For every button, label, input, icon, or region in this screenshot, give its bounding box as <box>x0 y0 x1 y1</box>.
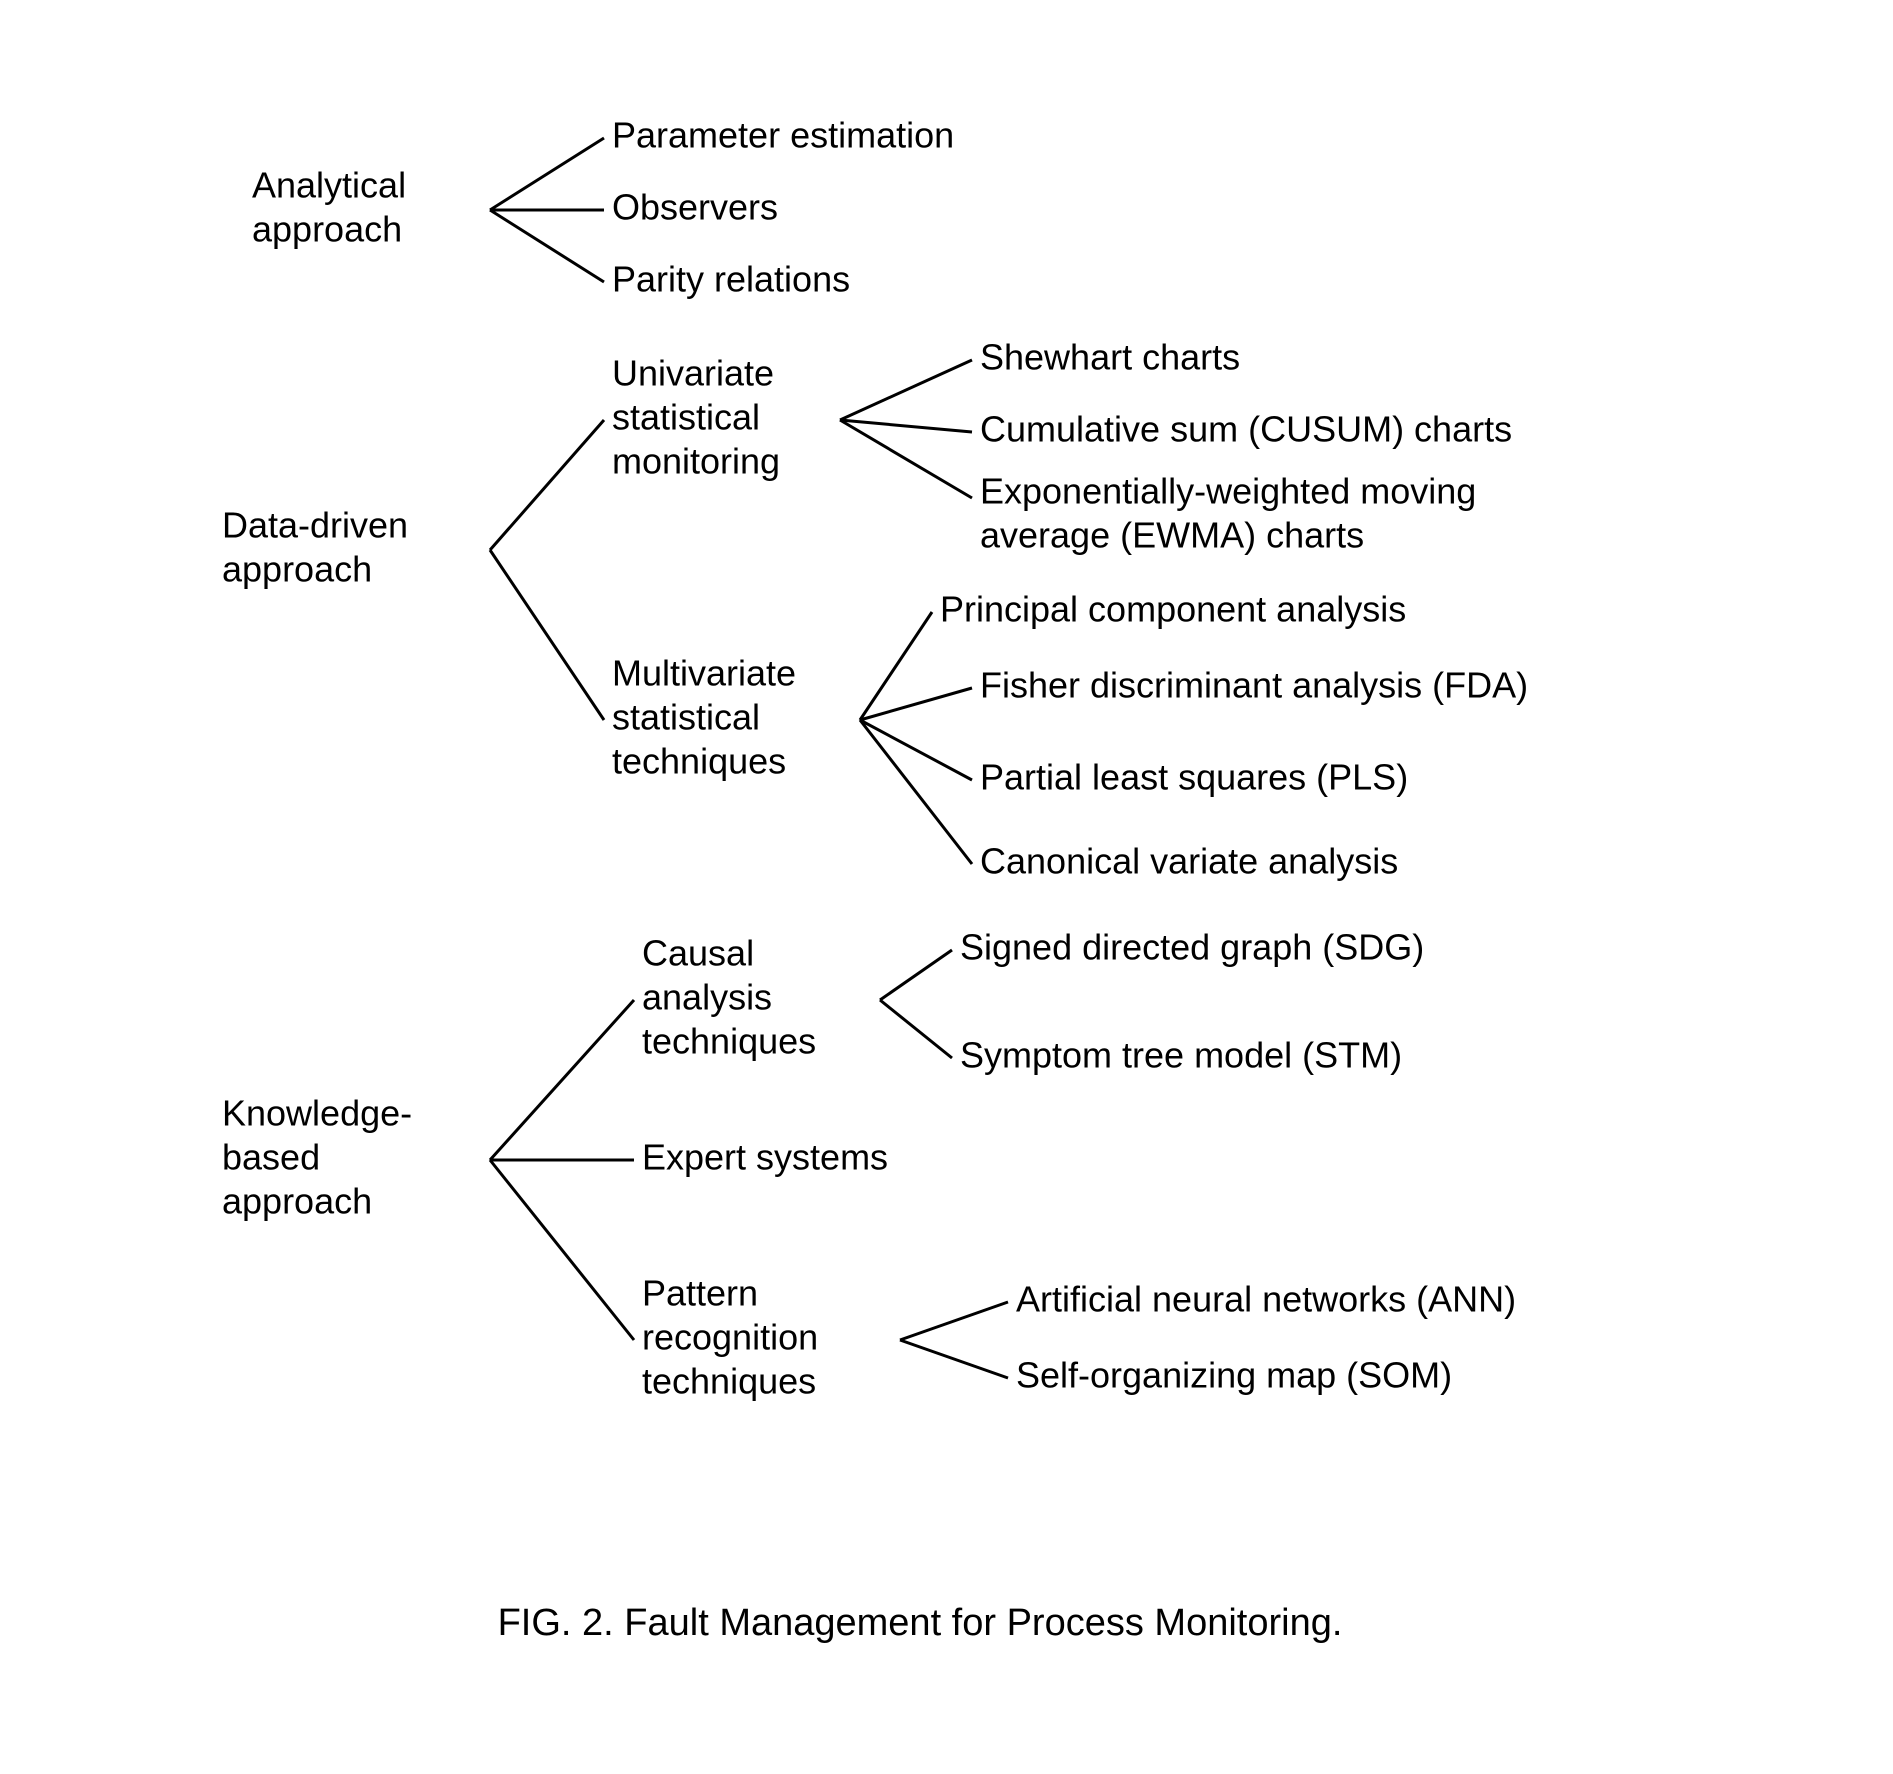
node-pca-line-0: Principal component analysis <box>940 589 1406 630</box>
edge-knowledge-pattern <box>490 1160 634 1340</box>
node-observers-line-0: Observers <box>612 187 778 228</box>
edge-multivariate-pls <box>860 720 972 780</box>
node-multivariate: Multivariatestatisticaltechniques <box>612 653 796 782</box>
node-causal-line-0: Causal <box>642 933 754 974</box>
node-cva: Canonical variate analysis <box>980 841 1398 882</box>
node-pattern-line-0: Pattern <box>642 1273 758 1314</box>
node-univariate-line-1: statistical <box>612 397 760 438</box>
node-univariate-line-0: Univariate <box>612 353 774 394</box>
node-univariate-line-2: monitoring <box>612 441 780 482</box>
node-shewhart-line-0: Shewhart charts <box>980 337 1240 378</box>
node-data_driven: Data-drivenapproach <box>222 505 408 590</box>
node-stm: Symptom tree model (STM) <box>960 1035 1402 1076</box>
node-expert-line-0: Expert systems <box>642 1137 888 1178</box>
node-univariate: Univariatestatisticalmonitoring <box>612 353 780 482</box>
node-multivariate-line-1: statistical <box>612 697 760 738</box>
node-knowledge-line-0: Knowledge- <box>222 1093 412 1134</box>
node-sdg-line-0: Signed directed graph (SDG) <box>960 927 1424 968</box>
node-knowledge-line-1: based <box>222 1137 320 1178</box>
node-causal: Causalanalysistechniques <box>642 933 816 1062</box>
nodes-layer: AnalyticalapproachParameter estimationOb… <box>222 115 1528 1402</box>
node-knowledge-line-2: approach <box>222 1181 372 1222</box>
node-ewma-line-1: average (EWMA) charts <box>980 515 1364 556</box>
node-parity: Parity relations <box>612 259 850 300</box>
fault-management-tree-diagram: AnalyticalapproachParameter estimationOb… <box>0 0 1893 1774</box>
node-analytical-line-0: Analytical <box>252 165 406 206</box>
node-ewma: Exponentially-weighted movingaverage (EW… <box>980 471 1476 556</box>
node-fda-line-0: Fisher discriminant analysis (FDA) <box>980 665 1528 706</box>
node-stm-line-0: Symptom tree model (STM) <box>960 1035 1402 1076</box>
edge-causal-stm <box>880 1000 952 1058</box>
figure-caption: FIG. 2. Fault Management for Process Mon… <box>498 1602 1343 1644</box>
node-cva-line-0: Canonical variate analysis <box>980 841 1398 882</box>
node-causal-line-2: techniques <box>642 1021 816 1062</box>
node-knowledge: Knowledge-basedapproach <box>222 1093 412 1222</box>
node-observers: Observers <box>612 187 778 228</box>
edge-knowledge-causal <box>490 1000 634 1160</box>
node-som-line-0: Self-organizing map (SOM) <box>1016 1355 1452 1396</box>
edge-pattern-som <box>900 1340 1008 1378</box>
node-cusum-line-0: Cumulative sum (CUSUM) charts <box>980 409 1512 450</box>
node-fda: Fisher discriminant analysis (FDA) <box>980 665 1528 706</box>
node-multivariate-line-0: Multivariate <box>612 653 796 694</box>
edge-pattern-ann <box>900 1302 1008 1340</box>
edge-multivariate-cva <box>860 720 972 864</box>
node-data_driven-line-0: Data-driven <box>222 505 408 546</box>
edge-causal-sdg <box>880 950 952 1000</box>
node-sdg: Signed directed graph (SDG) <box>960 927 1424 968</box>
node-pattern-line-1: recognition <box>642 1317 818 1358</box>
edge-analytical-param_est <box>490 138 604 210</box>
node-pls-line-0: Partial least squares (PLS) <box>980 757 1408 798</box>
edge-data_driven-univariate <box>490 420 604 550</box>
node-pca: Principal component analysis <box>940 589 1406 630</box>
edge-univariate-shewhart <box>840 360 972 420</box>
node-analytical: Analyticalapproach <box>252 165 406 250</box>
node-cusum: Cumulative sum (CUSUM) charts <box>980 409 1512 450</box>
node-multivariate-line-2: techniques <box>612 741 786 782</box>
edge-analytical-parity <box>490 210 604 282</box>
node-som: Self-organizing map (SOM) <box>1016 1355 1452 1396</box>
node-pattern-line-2: techniques <box>642 1361 816 1402</box>
node-causal-line-1: analysis <box>642 977 772 1018</box>
edge-data_driven-multivariate <box>490 550 604 720</box>
node-expert: Expert systems <box>642 1137 888 1178</box>
node-shewhart: Shewhart charts <box>980 337 1240 378</box>
node-pattern: Patternrecognitiontechniques <box>642 1273 818 1402</box>
node-pls: Partial least squares (PLS) <box>980 757 1408 798</box>
node-ann: Artificial neural networks (ANN) <box>1016 1279 1516 1320</box>
node-param_est: Parameter estimation <box>612 115 954 156</box>
node-ann-line-0: Artificial neural networks (ANN) <box>1016 1279 1516 1320</box>
node-analytical-line-1: approach <box>252 209 402 250</box>
node-ewma-line-0: Exponentially-weighted moving <box>980 471 1476 512</box>
node-data_driven-line-1: approach <box>222 549 372 590</box>
node-parity-line-0: Parity relations <box>612 259 850 300</box>
node-param_est-line-0: Parameter estimation <box>612 115 954 156</box>
